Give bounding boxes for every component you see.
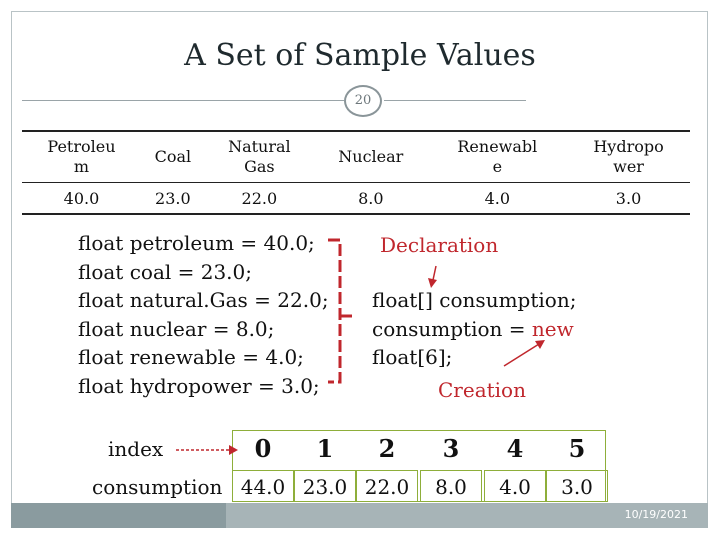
variable-declarations: float petroleum = 40.0; float coal = 23.… (78, 229, 329, 401)
array-declaration-line: float[] consumption; (372, 288, 577, 312)
header-cell-coal: Coal (140, 130, 205, 183)
array-cell: 22.0 (356, 470, 418, 502)
header-cell-petroleum: Petroleu m (22, 130, 141, 183)
array-creation-line: consumption = new (372, 316, 574, 341)
value-cell: 22.0 (204, 182, 314, 215)
slide-date: 10/19/2021 (624, 508, 688, 521)
code-line: float renewable = 4.0; (78, 345, 304, 370)
index-label: index (108, 437, 164, 461)
value-cell: 8.0 (314, 182, 428, 215)
table-header-row: Petroleu m Coal Natural Gas Nuclear Renewa… (22, 130, 690, 183)
footer-accent-bar (11, 503, 226, 528)
array-index: 4 (506, 434, 524, 463)
value-cell: 3.0 (567, 182, 690, 215)
array-index: 3 (442, 434, 460, 463)
sample-values-table: Petroleu m Coal Natural Gas Nuclear Renewa… (22, 130, 690, 215)
creation-arrow (503, 340, 545, 367)
code-line: float petroleum = 40.0; (78, 231, 315, 255)
title-rule-right (384, 100, 526, 101)
code-line: float coal = 23.0; (78, 259, 253, 284)
header-cell-natural-gas: Natural Gas (204, 130, 314, 183)
array-name-label: consumption (92, 475, 223, 499)
table-value-row: 40.0 23.0 22.0 8.0 4.0 3.0 (22, 182, 690, 215)
array-cell: 4.0 (484, 470, 546, 502)
page-number-badge: 20 (344, 85, 382, 117)
slide-footer: 10/19/2021 (11, 503, 708, 528)
array-cell: 44.0 (232, 470, 294, 502)
code-line: float nuclear = 8.0; (78, 316, 275, 341)
array-cell: 3.0 (546, 470, 608, 502)
value-cell: 40.0 (22, 182, 141, 215)
array-diagram-border (232, 430, 606, 502)
slide-title: A Set of Sample Values (184, 38, 536, 73)
creation-label: Creation (438, 378, 526, 402)
array-cell: 23.0 (294, 470, 356, 502)
new-keyword: new (531, 316, 574, 341)
array-index: 5 (568, 434, 586, 463)
header-cell-hydropower: Hydropo wer (567, 130, 690, 183)
title-rule-left (22, 100, 344, 101)
grouping-bracket (328, 238, 352, 384)
value-cell: 4.0 (427, 182, 568, 215)
header-cell-nuclear: Nuclear (314, 130, 428, 183)
index-arrow (176, 445, 238, 455)
array-size-line: float[6]; (372, 345, 453, 370)
array-cell: 8.0 (420, 470, 482, 502)
header-cell-renewable: Renewabl e (427, 130, 568, 183)
array-code: float[] consumption; consumption = new f… (372, 286, 576, 372)
array-index: 2 (378, 434, 396, 463)
array-index: 1 (316, 434, 334, 463)
code-line: float hydropower = 3.0; (78, 373, 320, 398)
declaration-label: Declaration (380, 233, 499, 257)
declaration-arrow (428, 265, 437, 288)
value-cell: 23.0 (140, 182, 205, 215)
array-index: 0 (254, 434, 272, 463)
code-line: float natural.Gas = 22.0; (78, 288, 329, 313)
